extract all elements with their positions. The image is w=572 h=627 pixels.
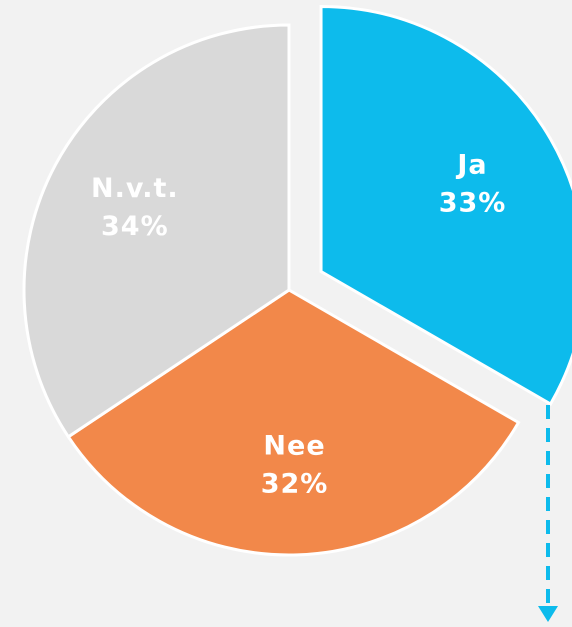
slice-category-label: Nee xyxy=(263,430,325,461)
pie xyxy=(22,4,572,557)
labels: Ja 33% Nee 32% N.v.t. 34% xyxy=(91,150,507,500)
slice-value-label: 32% xyxy=(261,468,329,499)
arrow-head xyxy=(538,606,558,622)
slice-value-label: 33% xyxy=(439,188,507,219)
slice-value-label: 34% xyxy=(101,211,169,242)
slice-category-label: Ja xyxy=(455,150,487,181)
pie-slice xyxy=(22,23,291,439)
pie-slice xyxy=(66,288,521,557)
slice-category-label: N.v.t. xyxy=(91,173,179,204)
pie-slice xyxy=(319,4,572,407)
